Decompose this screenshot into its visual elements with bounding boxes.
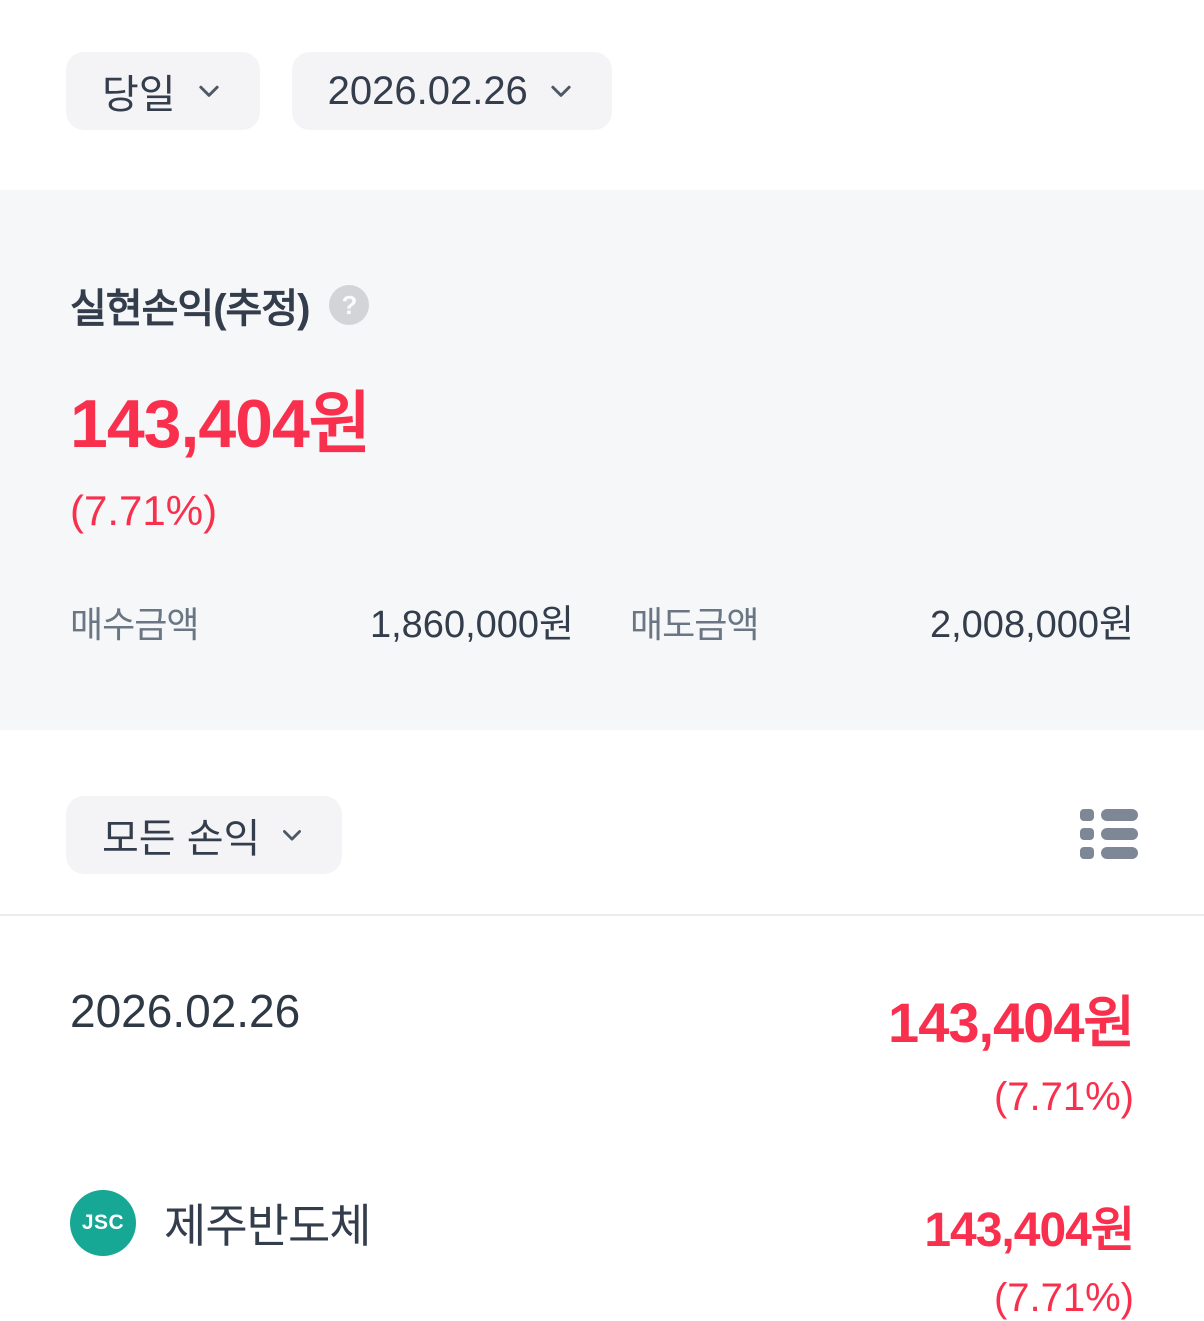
date-group-row: 2026.02.26 143,404원 (7.71%)	[70, 916, 1135, 1120]
pnl-type-dropdown[interactable]: 모든 손익	[66, 796, 343, 874]
sell-amount-label: 매도금액	[630, 604, 759, 645]
buy-amount-stat: 매수금액 1,860,000원	[70, 593, 574, 648]
date-group-percent: (7.71%)	[993, 1075, 1134, 1119]
buy-amount-value: 1,860,000원	[369, 604, 574, 646]
list-view-toggle-button[interactable]	[1080, 807, 1138, 864]
pnl-type-dropdown-label: 모든 손익	[102, 817, 261, 861]
help-icon[interactable]: ?	[329, 285, 370, 325]
chevron-down-icon	[278, 821, 306, 849]
date-group-amount: 143,404원	[888, 991, 1135, 1054]
realized-pnl-amount: 143,404원	[70, 386, 371, 462]
panel-title: 실현손익(추정)	[70, 287, 310, 331]
list-view-icon	[1080, 808, 1138, 864]
stock-avatar: JSC	[70, 1190, 136, 1256]
date-dropdown[interactable]: 2026.02.26	[291, 52, 612, 130]
realized-pnl-panel: 실현손익(추정) ? 143,404원 (7.71%) 매수금액 1,860,0…	[0, 190, 1204, 730]
chevron-down-icon	[546, 76, 576, 106]
period-dropdown-label: 당일	[102, 73, 176, 117]
stock-list-item[interactable]: JSC 제주반도체 143,404원 (7.71%)	[70, 1190, 1135, 1321]
stock-pnl-amount: 143,404원	[924, 1204, 1135, 1257]
buy-amount-label: 매수금액	[70, 604, 199, 645]
sell-amount-stat: 매도금액 2,008,000원	[630, 593, 1134, 648]
date-dropdown-label: 2026.02.26	[327, 68, 528, 113]
date-group-label: 2026.02.26	[70, 985, 301, 1037]
stock-pnl-percent: (7.71%)	[993, 1276, 1134, 1320]
filter-bar: 당일 2026.02.26	[0, 0, 1204, 130]
list-filter-row: 모든 손익	[0, 796, 1204, 874]
period-dropdown[interactable]: 당일	[66, 52, 260, 130]
stock-name: 제주반도체	[164, 1200, 372, 1252]
sell-amount-value: 2,008,000원	[929, 604, 1134, 646]
pnl-list: 2026.02.26 143,404원 (7.71%) JSC 제주반도체 14…	[0, 916, 1204, 1321]
section-divider	[0, 914, 1204, 916]
chevron-down-icon	[194, 76, 224, 106]
realized-pnl-percent: (7.71%)	[70, 487, 218, 534]
